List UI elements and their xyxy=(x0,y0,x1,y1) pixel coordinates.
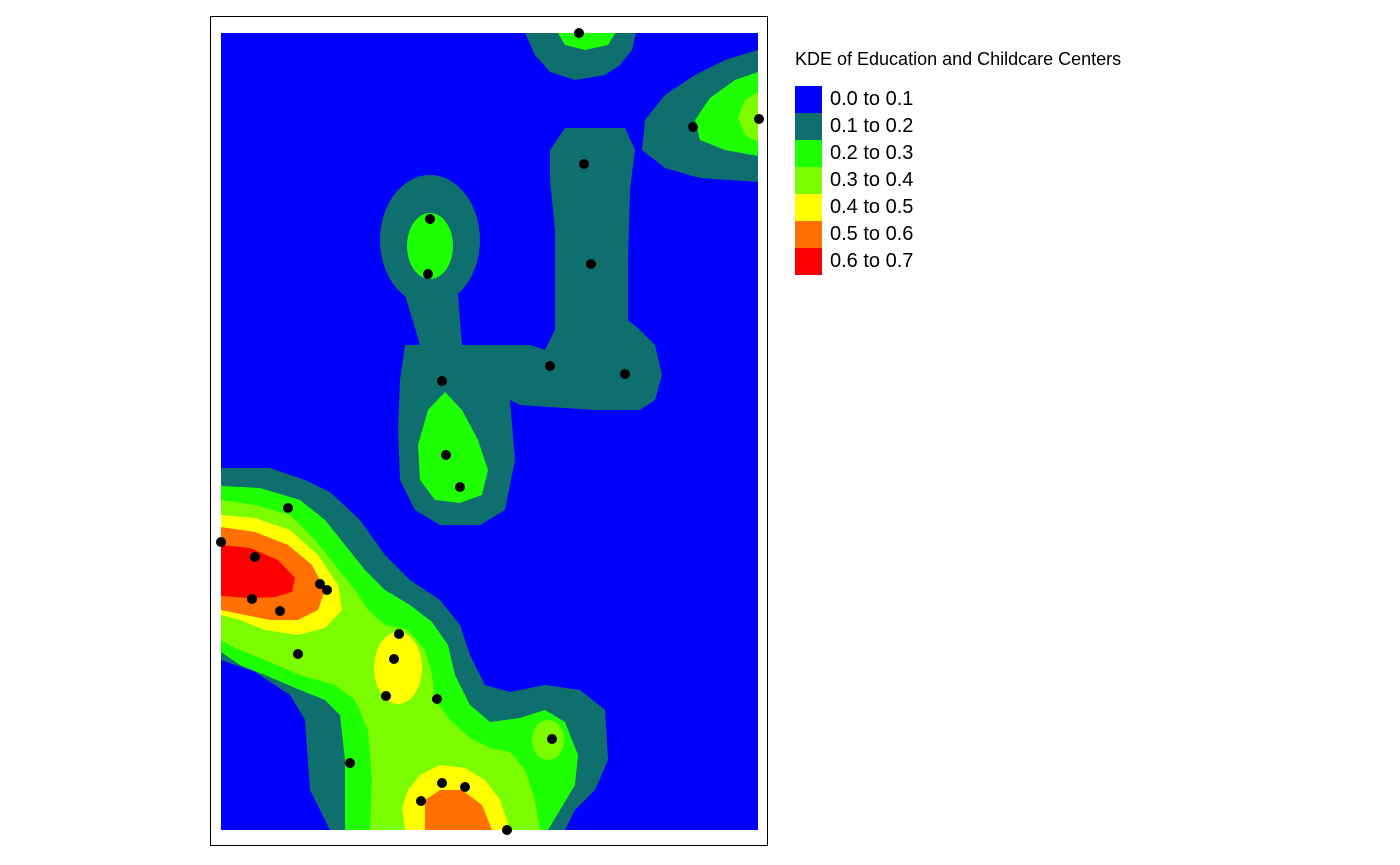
legend-swatch xyxy=(795,221,822,248)
center-point[interactable] xyxy=(547,734,557,744)
legend-label: 0.3 to 0.4 xyxy=(830,169,914,191)
center-points xyxy=(216,28,764,835)
center-point[interactable] xyxy=(423,269,433,279)
center-point[interactable] xyxy=(545,361,555,371)
legend-swatch xyxy=(795,113,822,140)
legend-swatch xyxy=(795,194,822,221)
center-point[interactable] xyxy=(425,214,435,224)
center-point[interactable] xyxy=(381,691,391,701)
center-point[interactable] xyxy=(216,537,226,547)
legend: KDE of Education and Childcare Centers 0… xyxy=(795,46,1355,275)
center-point[interactable] xyxy=(250,552,260,562)
legend-label: 0.6 to 0.7 xyxy=(830,250,914,272)
center-point[interactable] xyxy=(460,782,470,792)
center-point[interactable] xyxy=(345,758,355,768)
legend-item: 0.2 to 0.3 xyxy=(795,140,1355,167)
center-point[interactable] xyxy=(574,28,584,38)
legend-items: 0.0 to 0.1 0.1 to 0.2 0.2 to 0.3 0.3 to … xyxy=(795,86,1355,275)
legend-item: 0.3 to 0.4 xyxy=(795,167,1355,194)
legend-title: KDE of Education and Childcare Centers xyxy=(795,49,1122,69)
center-point[interactable] xyxy=(437,778,447,788)
center-point[interactable] xyxy=(620,369,630,379)
center-point[interactable] xyxy=(579,159,589,169)
legend-item: 0.5 to 0.6 xyxy=(795,221,1355,248)
center-point[interactable] xyxy=(275,606,285,616)
center-point[interactable] xyxy=(247,594,257,604)
legend-swatch xyxy=(795,86,822,113)
center-point[interactable] xyxy=(754,114,764,124)
center-point[interactable] xyxy=(389,654,399,664)
legend-item: 0.4 to 0.5 xyxy=(795,194,1355,221)
kde-raster xyxy=(221,33,758,830)
legend-label: 0.2 to 0.3 xyxy=(830,142,914,164)
center-point[interactable] xyxy=(455,482,465,492)
center-point[interactable] xyxy=(432,694,442,704)
center-point[interactable] xyxy=(688,122,698,132)
legend-swatch xyxy=(795,167,822,194)
center-point[interactable] xyxy=(586,259,596,269)
center-point[interactable] xyxy=(315,579,325,589)
legend-label: 0.4 to 0.5 xyxy=(830,196,914,218)
center-point[interactable] xyxy=(441,450,451,460)
center-point[interactable] xyxy=(416,796,426,806)
legend-label: 0.5 to 0.6 xyxy=(830,223,914,245)
center-point[interactable] xyxy=(293,649,303,659)
legend-item: 0.6 to 0.7 xyxy=(795,248,1355,275)
center-point[interactable] xyxy=(502,825,512,835)
center-point[interactable] xyxy=(322,585,332,595)
legend-label: 0.0 to 0.1 xyxy=(830,88,914,110)
center-point[interactable] xyxy=(437,376,447,386)
kde-band-6-7 xyxy=(221,545,295,598)
legend-item: 0.1 to 0.2 xyxy=(795,113,1355,140)
legend-item: 0.0 to 0.1 xyxy=(795,86,1355,113)
legend-swatch xyxy=(795,140,822,167)
center-point[interactable] xyxy=(394,629,404,639)
legend-swatch xyxy=(795,248,822,275)
center-point[interactable] xyxy=(283,503,293,513)
legend-label: 0.1 to 0.2 xyxy=(830,115,914,137)
